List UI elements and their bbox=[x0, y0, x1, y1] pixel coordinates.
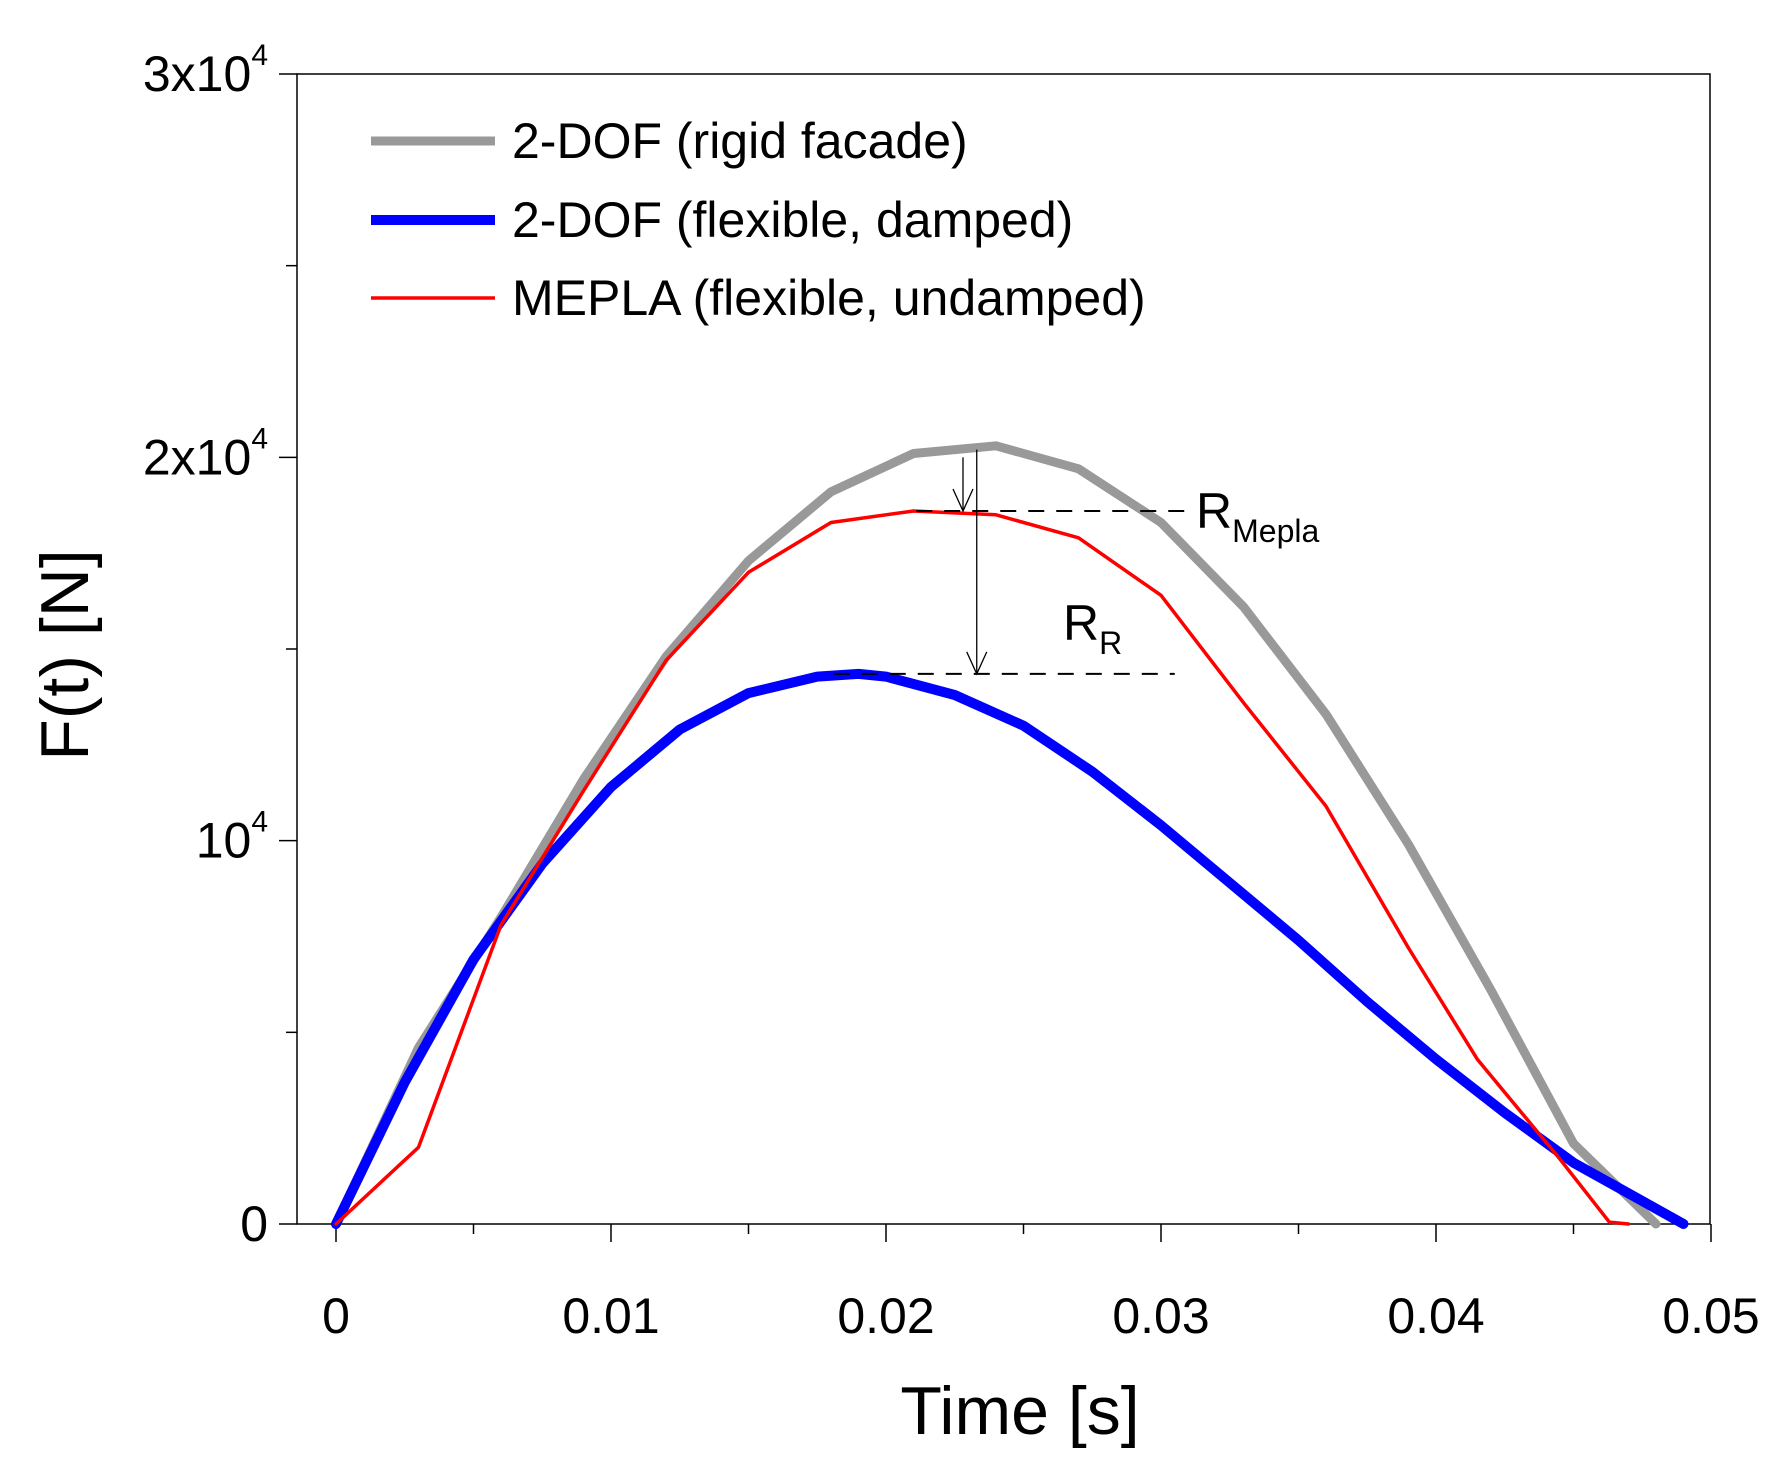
legend: 2-DOF (rigid facade) 2-DOF (flexible, dam… bbox=[371, 113, 1146, 326]
y-tick-label: 0 bbox=[240, 1196, 268, 1252]
annotation-label-base: R bbox=[1063, 595, 1099, 651]
annotation-label-base: R bbox=[1196, 483, 1232, 539]
y-tick-label: 2x104 bbox=[143, 422, 268, 485]
series-line-1 bbox=[331, 441, 1661, 1229]
annotation-label: RMepla bbox=[1196, 483, 1319, 549]
x-tick-label: 0.04 bbox=[1387, 1288, 1484, 1344]
annotation-label-subscript: R bbox=[1099, 625, 1122, 661]
x-tick-labels: 0 0.01 0.02 0.03 0.04 0.05 bbox=[322, 1288, 1760, 1344]
annotation-label-subscript: Mepla bbox=[1232, 513, 1319, 549]
y-tick-label: 3x104 bbox=[143, 39, 268, 102]
series-line-2 bbox=[331, 668, 1689, 1229]
series-line-3 bbox=[334, 509, 1631, 1226]
legend-label-1: 2-DOF (rigid facade) bbox=[512, 113, 968, 169]
y-tick-label-exponent: 4 bbox=[251, 422, 268, 455]
x-tick-label: 0.03 bbox=[1112, 1288, 1209, 1344]
y-tick-label-exponent: 4 bbox=[251, 39, 268, 72]
y-tick-label: 104 bbox=[196, 806, 268, 869]
x-axis-title: Time [s] bbox=[900, 1373, 1139, 1449]
legend-label-2: 2-DOF (flexible, damped) bbox=[512, 192, 1073, 248]
x-tick-label: 0.02 bbox=[837, 1288, 934, 1344]
axis-ticks bbox=[279, 73, 1712, 1242]
series-layer bbox=[331, 441, 1689, 1229]
y-tick-label-base: 10 bbox=[196, 813, 252, 869]
annotation-arrow-head bbox=[952, 488, 974, 513]
y-tick-label-exponent: 4 bbox=[251, 806, 268, 839]
x-tick-label: 0.01 bbox=[562, 1288, 659, 1344]
y-tick-label-base: 2x10 bbox=[143, 429, 251, 485]
annotation-label: RR bbox=[1063, 595, 1122, 661]
y-tick-label-base: 3x10 bbox=[143, 46, 251, 102]
y-axis-title: F(t) [N] bbox=[27, 549, 103, 761]
legend-label-3: MEPLA (flexible, undamped) bbox=[512, 270, 1146, 326]
x-tick-label: 0 bbox=[322, 1288, 350, 1344]
y-tick-label-base: 0 bbox=[240, 1196, 268, 1252]
x-tick-label: 0.05 bbox=[1662, 1288, 1759, 1344]
annotation-arrow-head bbox=[966, 651, 988, 676]
